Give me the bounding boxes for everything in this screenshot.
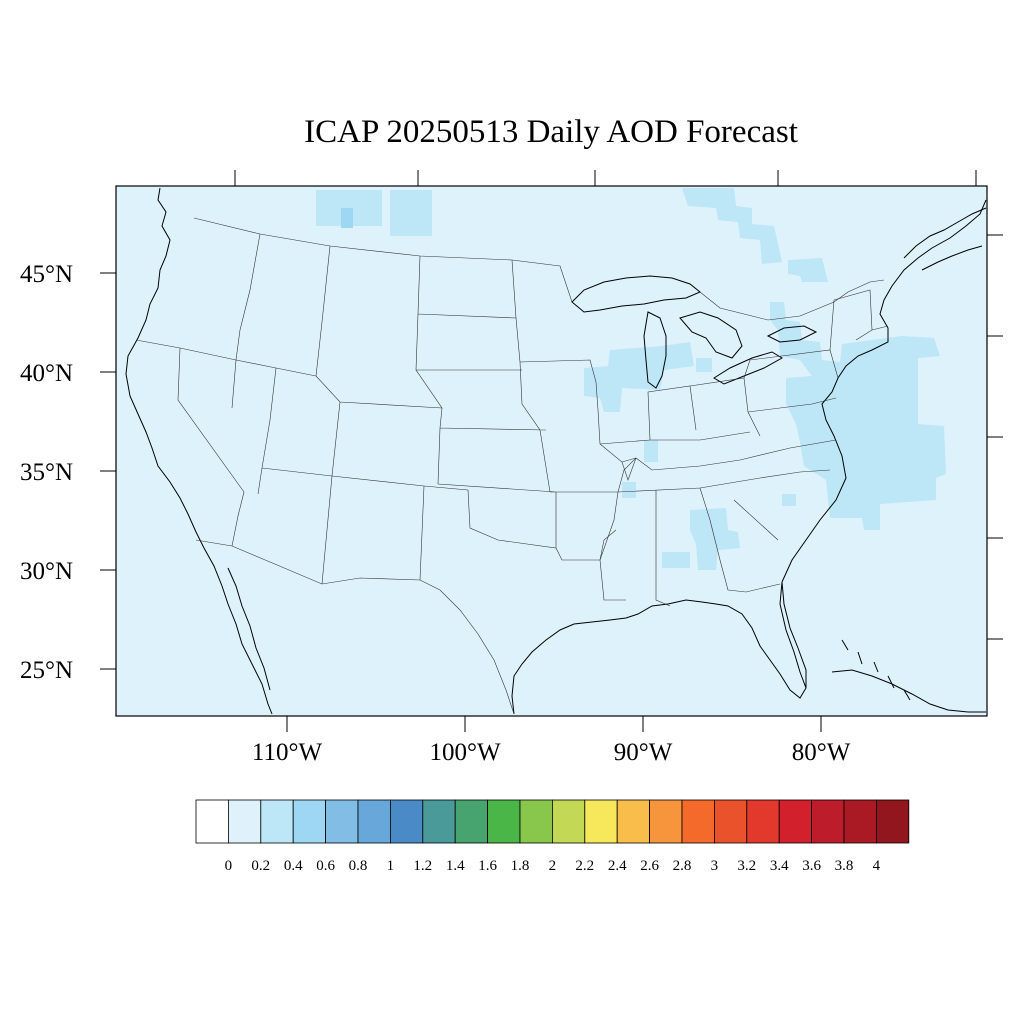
latitude-labels: 45°N 40°N 35°N 30°N 25°N xyxy=(20,261,73,684)
colorbar xyxy=(195,799,910,844)
colorbar-swatch xyxy=(227,799,262,844)
lon-label: 110°W xyxy=(252,739,323,766)
colorbar-tick-label: 0.2 xyxy=(251,858,270,874)
colorbar-tick-label: 3 xyxy=(711,858,719,874)
colorbar-tick-label: 1.4 xyxy=(446,858,465,874)
colorbar-tick-label: 3.2 xyxy=(737,858,756,874)
colorbar-swatch xyxy=(681,799,715,844)
colorbar-tick-label: 2.6 xyxy=(640,858,659,874)
map-ticks xyxy=(100,170,1003,732)
coastlines xyxy=(125,187,987,715)
map-title: ICAP 20250513 Daily AOD Forecast xyxy=(304,114,798,150)
aod-cell-plains-high xyxy=(341,208,353,228)
lake-michigan xyxy=(643,311,667,389)
lon-label: 90°W xyxy=(614,739,673,766)
lon-label: 80°W xyxy=(792,739,851,766)
colorbar-tick-label: 2.4 xyxy=(608,858,627,874)
colorbar-swatch xyxy=(454,799,489,844)
colorbar-swatch xyxy=(552,799,586,844)
us-mexico-border xyxy=(195,539,515,715)
state-lines-east xyxy=(519,289,889,607)
pacific-coastline xyxy=(125,187,273,715)
aod-patch-mid-atlantic xyxy=(770,302,946,530)
colorbar-swatch xyxy=(292,799,327,844)
map-frame xyxy=(115,185,988,717)
state-lines-west xyxy=(135,233,443,585)
colorbar-tick-label: 1.8 xyxy=(511,858,530,874)
colorbar-swatch xyxy=(357,799,391,844)
colorbar-tick-label: 3.6 xyxy=(802,858,821,874)
lat-label: 25°N xyxy=(20,657,73,684)
colorbar-swatch xyxy=(714,799,748,844)
colorbar-swatch xyxy=(616,799,651,844)
colorbar-swatch xyxy=(195,799,229,844)
colorbar-labels: 0 0.2 0.4 0.6 0.8 1 1.2 1.4 1.6 1.8 2 2.2 2.4 2.6 2.8 3… xyxy=(225,858,881,874)
colorbar-swatch xyxy=(811,799,845,844)
colorbar-tick-label: 2 xyxy=(549,858,557,874)
longitude-labels: 110°W 100°W 90°W 80°W xyxy=(252,739,851,766)
baja-coastline xyxy=(227,567,271,691)
lake-huron xyxy=(679,311,743,359)
colorbar-swatch xyxy=(422,799,456,844)
colorbar-swatch xyxy=(584,799,618,844)
colorbar-swatch xyxy=(487,799,521,844)
atlantic-coastline xyxy=(781,199,987,583)
lat-label: 30°N xyxy=(20,558,73,585)
political-boundaries xyxy=(135,217,889,715)
colorbar-tick-label: 3.8 xyxy=(835,858,854,874)
colorbar-tick-label: 2.2 xyxy=(575,858,594,874)
bahamas-islands xyxy=(841,639,911,701)
colorbar-tick-label: 4 xyxy=(873,858,881,874)
aod-patch-ontario xyxy=(682,188,828,282)
colorbar-swatch xyxy=(649,799,683,844)
lat-label: 40°N xyxy=(20,360,73,387)
colorbar-tick-label: 1.2 xyxy=(413,858,432,874)
colorbar-tick-label: 0.4 xyxy=(284,858,303,874)
colorbar-swatch xyxy=(519,799,553,844)
colorbar-tick-label: 0.8 xyxy=(349,858,368,874)
colorbar-tick-label: 0 xyxy=(225,858,233,874)
florida-outline xyxy=(779,581,807,689)
lon-label: 100°W xyxy=(429,739,500,766)
canada-east-coastline xyxy=(903,207,987,271)
colorbar-swatch xyxy=(876,799,910,844)
lat-label: 35°N xyxy=(20,459,73,486)
colorbar-swatch xyxy=(843,799,877,844)
colorbar-swatch xyxy=(778,799,813,844)
cuba-outline xyxy=(831,669,986,713)
colorbar-swatch xyxy=(325,799,359,844)
lake-ontario xyxy=(766,325,818,343)
aod-field xyxy=(316,188,946,570)
colorbar-tick-label: 2.8 xyxy=(673,858,692,874)
colorbar-tick-label: 3.4 xyxy=(770,858,789,874)
colorbar-tick-label: 0.6 xyxy=(316,858,335,874)
lake-erie xyxy=(713,351,783,385)
colorbar-swatch xyxy=(389,799,424,844)
aod-patch-illinois xyxy=(584,342,712,498)
map-panel xyxy=(115,185,988,717)
colorbar-swatch xyxy=(746,799,780,844)
lat-label: 45°N xyxy=(20,261,73,288)
colorbar-swatch xyxy=(260,799,294,844)
aod-patch-alabama-georgia xyxy=(662,494,796,570)
colorbar-tick-label: 1.6 xyxy=(478,858,497,874)
colorbar-tick-label: 1 xyxy=(387,858,395,874)
